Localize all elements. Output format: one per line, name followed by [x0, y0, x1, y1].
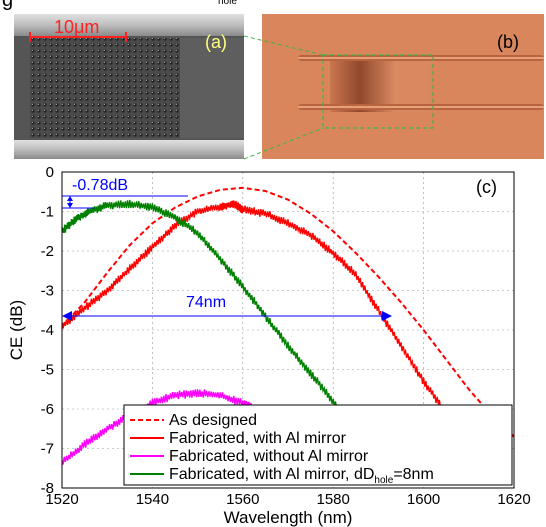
legend: As designed Fabricated, with Al mirror F…	[123, 404, 513, 486]
x-tick-label: 1540	[136, 491, 169, 508]
bandwidth-annotation-label: 74nm	[186, 294, 226, 311]
y-tick-label: -2	[41, 243, 54, 260]
x-tick-label: 1580	[317, 491, 350, 508]
y-tick-label: -7	[41, 441, 54, 458]
panel-c-label: (c)	[476, 177, 497, 197]
x-tick-label: 1620	[497, 491, 530, 508]
panel-b-optical-image	[262, 14, 544, 159]
panel-b-label: (b)	[497, 32, 519, 52]
zoom-line-bottom	[243, 127, 324, 160]
legend-label-as-designed: As designed	[169, 412, 257, 429]
series-line-2	[61, 389, 253, 465]
peak-annotation-label: -0.78dB	[72, 177, 128, 194]
series-line-0	[61, 186, 515, 438]
legend-label-fab-no-mirror: Fabricated, without Al mirror	[169, 448, 369, 465]
bandwidth-annotation	[62, 311, 392, 321]
legend-label-dd-main: Fabricated, with Al mirror, dD	[169, 466, 374, 483]
y-tick-label: -6	[41, 401, 54, 418]
y-axis-title: CE (dB)	[7, 300, 26, 360]
y-tick-label: -3	[41, 283, 54, 300]
ticks: 1520 1540 1560 1580 1600 1620 0 -1 -2 -3 -4 -5 -6 -7 -…	[41, 164, 531, 508]
legend-label-dd-suffix: =8nm	[393, 466, 433, 483]
legend-label-fab-mirror-dd: Fabricated, with Al mirror, dDhole=8nm	[169, 466, 434, 486]
x-tick-label: 1600	[407, 491, 440, 508]
series-line-1	[61, 200, 493, 481]
panel-a-label: (a)	[205, 32, 227, 52]
scale-bar-label: 10μm	[54, 17, 99, 37]
x-tick-label: 1560	[226, 491, 259, 508]
y-tick-label: -4	[41, 322, 54, 339]
peak-annotation	[62, 195, 188, 209]
y-tick-label: -5	[41, 362, 54, 379]
y-tick-label: -8	[41, 480, 54, 497]
legend-label-dd-sub: hole	[374, 475, 393, 486]
legend-label-fab-mirror: Fabricated, with Al mirror	[169, 430, 347, 447]
panel-a-sem-image	[14, 14, 244, 159]
series-line-3	[61, 199, 371, 453]
x-tick-label: 1520	[45, 491, 78, 508]
y-tick-label: 0	[46, 164, 54, 181]
caption-subscript: hole	[218, 0, 237, 7]
y-tick-label: -1	[41, 204, 54, 221]
x-axis-title: Wavelength (nm)	[224, 508, 353, 527]
series-layer	[61, 186, 515, 481]
caption-fragment: g	[2, 0, 13, 11]
